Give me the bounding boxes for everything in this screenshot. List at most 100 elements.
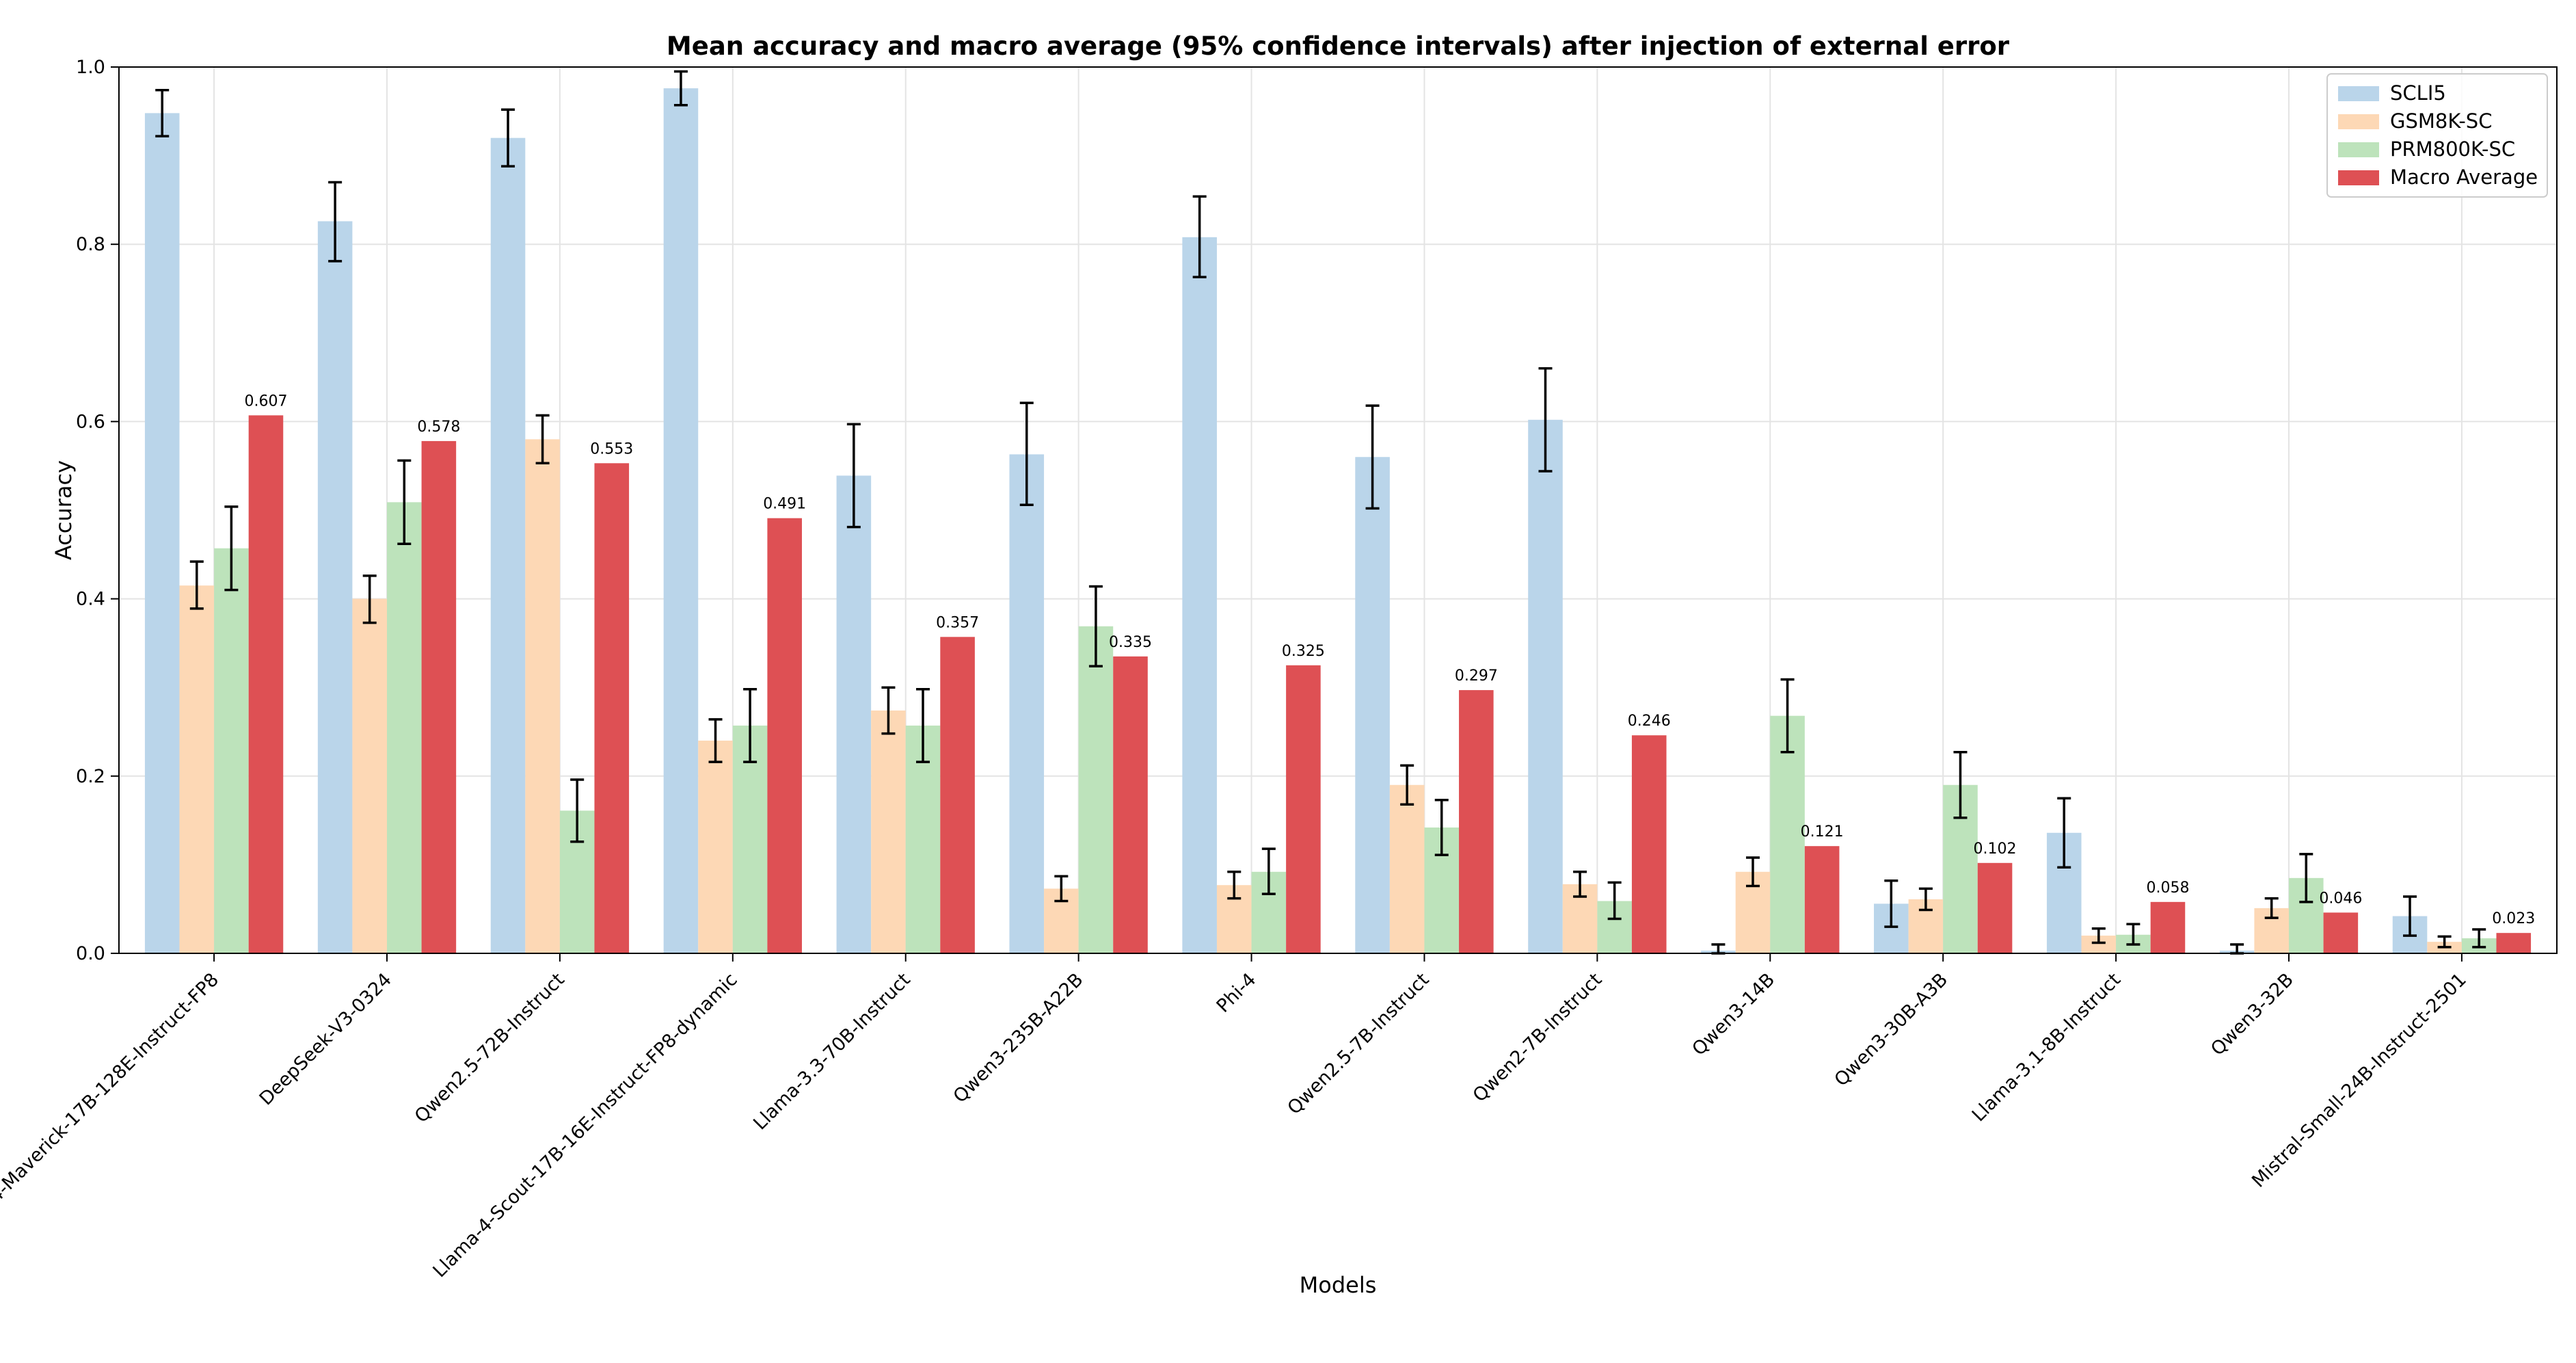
bar-prm800k-sc: [1078, 626, 1114, 953]
legend-item: GSM8K-SC: [2338, 109, 2492, 133]
error-bar-prm800k-sc: [1088, 585, 1103, 667]
bars: [144, 88, 2532, 954]
error-bar-scli5: [673, 70, 688, 107]
bar-scli5: [490, 137, 526, 954]
bar-prm800k-sc: [214, 548, 249, 953]
error-bar-prm800k-sc: [570, 778, 585, 843]
bar-macro-average: [2323, 912, 2359, 953]
bar-macro-average: [1113, 656, 1148, 953]
error-bar-scli5: [2403, 895, 2417, 937]
bar-gsm8k-sc: [179, 585, 215, 953]
bar-gsm8k-sc: [525, 439, 560, 953]
error-bar-prm800k-sc: [2472, 928, 2486, 949]
bar-scli5: [836, 475, 872, 953]
chart-title: Mean accuracy and macro average (95% con…: [667, 31, 2010, 61]
error-bar-prm800k-sc: [224, 505, 239, 592]
bar-scli5: [317, 221, 353, 953]
error-bar-gsm8k-sc: [1054, 875, 1069, 903]
legend-label: GSM8K-SC: [2390, 109, 2492, 133]
error-bar-prm800k-sc: [1434, 799, 1449, 856]
bar-macro-average: [1804, 846, 1840, 953]
error-bar-scli5: [1019, 401, 1034, 506]
bar-value-label: 0.121: [1801, 823, 1844, 841]
legend-item: SCLI5: [2338, 81, 2446, 105]
bar-value-label: 0.607: [244, 393, 287, 410]
bar-value-label: 0.491: [763, 496, 806, 513]
bar-gsm8k-sc: [1389, 784, 1425, 953]
bar-scli5: [1009, 454, 1045, 953]
y-tick-label: 0.0: [76, 943, 105, 964]
y-tick-label: 0.6: [76, 411, 105, 432]
plot-frame: [118, 66, 2558, 954]
error-bar-gsm8k-sc: [1400, 764, 1414, 806]
x-axis-title: Models: [1300, 1272, 1377, 1298]
error-bars: [155, 70, 2486, 955]
bar-prm800k-sc: [732, 725, 768, 953]
bar-value-label: 0.046: [2319, 890, 2362, 907]
y-tick-label: 0.2: [76, 766, 105, 787]
error-bar-gsm8k-sc: [1227, 871, 1242, 900]
error-bar-prm800k-sc: [1607, 881, 1622, 921]
legend-swatch: [2338, 170, 2379, 185]
bar-scli5: [1355, 457, 1390, 953]
bar-value-label: 0.246: [1628, 713, 1671, 730]
legend-label: SCLI5: [2390, 81, 2446, 105]
bar-prm800k-sc: [387, 502, 422, 953]
bar-macro-average: [1977, 862, 2013, 953]
error-bar-scli5: [1884, 879, 1899, 928]
bar-value-label: 0.297: [1455, 667, 1498, 685]
error-bar-gsm8k-sc: [1573, 871, 1587, 898]
legend-label: Macro Average: [2390, 166, 2538, 189]
error-bar-scli5: [155, 88, 170, 137]
error-bar-prm800k-sc: [1780, 678, 1795, 754]
bar-value-label: 0.335: [1109, 634, 1152, 651]
bar-scli5: [1182, 237, 1217, 953]
y-axis-title: Accuracy: [51, 460, 77, 560]
bar-macro-average: [421, 440, 457, 953]
bar-scli5: [144, 113, 180, 954]
error-bar-prm800k-sc: [1953, 751, 1968, 819]
error-bar-gsm8k-sc: [2437, 935, 2452, 949]
bar-macro-average: [1459, 690, 1494, 953]
error-bar-prm800k-sc: [743, 688, 757, 763]
bar-prm800k-sc: [905, 725, 941, 953]
bar-scli5: [663, 88, 699, 953]
legend-box: [2326, 73, 2548, 198]
error-bar-scli5: [846, 423, 861, 529]
legend: SCLI5 GSM8K-SC PRM800K-SC Macro Average: [2326, 73, 2548, 198]
error-bar-scli5: [501, 108, 515, 168]
y-axis: 0.0 0.2 0.4 0.6 0.8 1.0: [76, 57, 119, 964]
bar-macro-average: [248, 415, 284, 953]
bar-macro-average: [940, 637, 975, 953]
bar-gsm8k-sc: [352, 598, 388, 953]
y-tick-label: 0.8: [76, 234, 105, 255]
bar-value-label: 0.325: [1282, 643, 1325, 660]
error-bar-gsm8k-sc: [2091, 927, 2106, 944]
bar-value-label: 0.357: [936, 614, 979, 631]
bar-macro-average: [1286, 665, 1321, 953]
bar-value-label: 0.058: [2146, 879, 2189, 897]
error-bar-gsm8k-sc: [189, 560, 204, 610]
bar-value-label: 0.578: [417, 419, 460, 436]
bar-scli5: [1528, 419, 1563, 953]
legend-label: PRM800K-SC: [2390, 137, 2515, 161]
data-labels: 0.607 0.578 0.553 0.491 0.357 0.335 0.325 0.297…: [244, 393, 2535, 927]
error-bar-scli5: [2057, 797, 2071, 869]
bar-gsm8k-sc: [698, 740, 733, 953]
error-bar-gsm8k-sc: [708, 718, 723, 763]
error-bar-gsm8k-sc: [2264, 897, 2279, 919]
error-bar-prm800k-sc: [916, 688, 930, 763]
legend-swatch: [2338, 86, 2379, 101]
error-bar-prm800k-sc: [2126, 923, 2141, 946]
bar-value-label: 0.023: [2492, 910, 2535, 927]
y-tick-label: 0.4: [76, 589, 105, 610]
bar-prm800k-sc: [1770, 715, 1805, 953]
legend-item: Macro Average: [2338, 166, 2538, 189]
legend-item: PRM800K-SC: [2338, 137, 2515, 161]
bar-macro-average: [767, 518, 802, 953]
legend-swatch: [2338, 142, 2379, 157]
y-tick-label: 1.0: [76, 57, 105, 78]
legend-swatch: [2338, 114, 2379, 129]
bar-macro-average: [594, 463, 630, 953]
